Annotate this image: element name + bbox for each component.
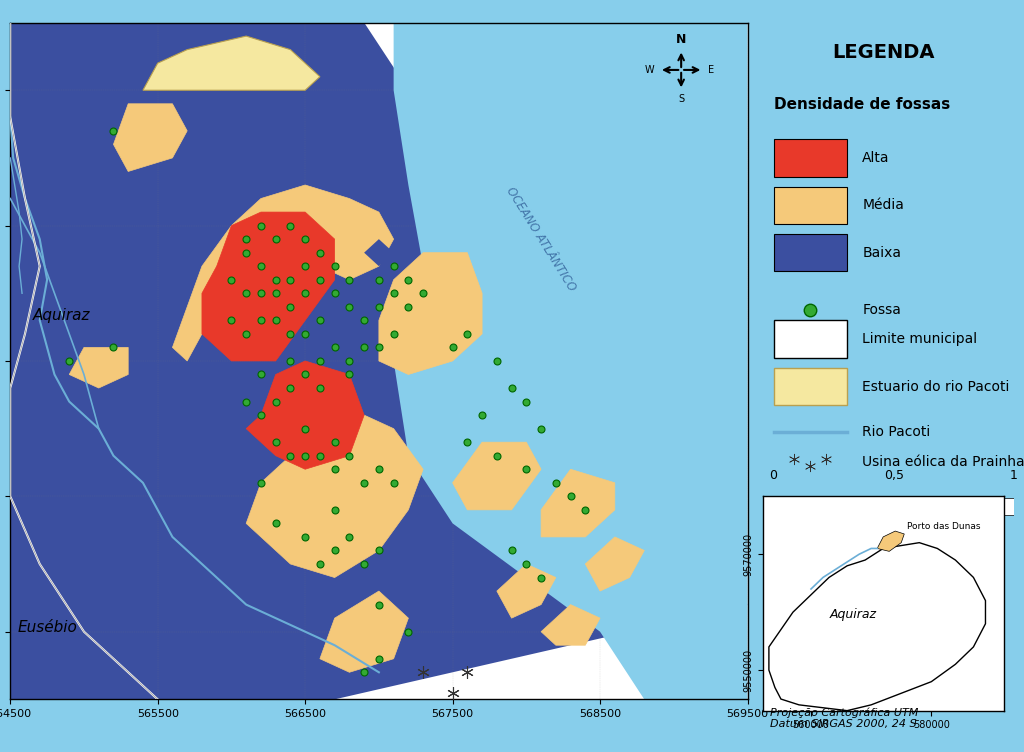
Polygon shape [246,415,423,578]
Text: 0: 0 [769,469,777,482]
Bar [773,498,894,515]
Text: Baixa: Baixa [862,246,901,259]
Text: Fossa: Fossa [862,303,901,317]
Polygon shape [497,564,556,618]
Polygon shape [541,605,600,645]
Polygon shape [365,239,393,266]
Text: Projeção Cartográfica UTM
Datum SIRGAS 2000, 24 S: Projeção Cartográfica UTM Datum SIRGAS 2… [770,708,919,729]
Text: Estuario do rio Pacoti: Estuario do rio Pacoti [862,380,1010,394]
Text: OCEANO ATLÂNTICO: OCEANO ATLÂNTICO [504,185,579,293]
Polygon shape [541,469,614,537]
Polygon shape [246,361,365,469]
Polygon shape [586,537,644,591]
Text: Aquiraz: Aquiraz [33,308,90,323]
FancyBboxPatch shape [773,139,847,177]
Polygon shape [319,591,409,672]
Text: S: S [678,94,684,105]
Polygon shape [393,23,748,699]
Polygon shape [379,253,482,374]
Text: Média: Média [862,199,904,212]
Polygon shape [453,442,541,510]
Text: N: N [676,32,686,46]
Text: Densidade de fossas: Densidade de fossas [773,97,950,112]
Text: Usina eólica da Prainha: Usina eólica da Prainha [862,456,1024,469]
Polygon shape [769,543,985,711]
FancyBboxPatch shape [773,320,847,358]
Polygon shape [0,23,748,699]
FancyBboxPatch shape [773,234,847,271]
Polygon shape [172,185,393,361]
Bar [894,498,1014,515]
Polygon shape [70,347,128,388]
FancyBboxPatch shape [773,368,847,405]
Polygon shape [143,36,319,90]
Text: Porto das Dunas: Porto das Dunas [907,522,981,531]
Text: Rio Pacoti: Rio Pacoti [862,425,931,439]
Polygon shape [202,212,335,361]
Text: Eusébio: Eusébio [17,620,78,635]
Polygon shape [878,531,904,551]
Text: 1: 1 [1010,469,1018,482]
Text: Alta: Alta [862,151,890,165]
Text: Limite municipal: Limite municipal [862,332,978,347]
Text: W: W [645,65,654,75]
FancyBboxPatch shape [773,186,847,224]
Text: 0,5: 0,5 [884,469,903,482]
Text: Aquiraz: Aquiraz [829,608,877,621]
Polygon shape [114,104,187,171]
Text: LEGENDA: LEGENDA [831,43,935,62]
Text: E: E [708,65,714,75]
